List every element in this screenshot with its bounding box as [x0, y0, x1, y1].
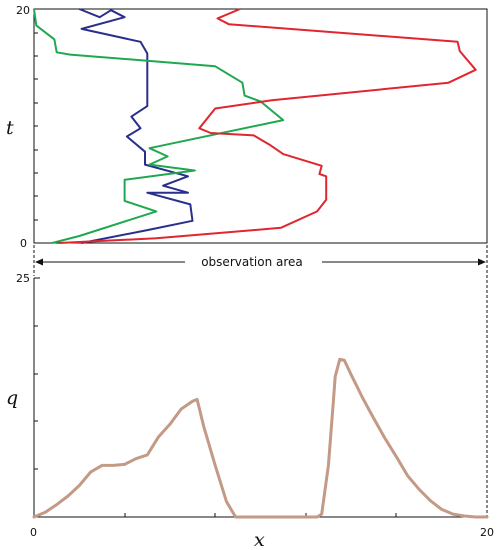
density-curve-group — [32, 357, 489, 519]
trajectory-line-2 — [33, 8, 285, 244]
density-curve — [32, 357, 489, 519]
trajectory-panel-frame — [33, 8, 488, 244]
t-tick-label-top: 20 — [16, 4, 30, 17]
t-tick-label-zero: 0 — [20, 237, 27, 250]
trajectory-line-1 — [78, 8, 194, 244]
q-axis-label: q — [6, 387, 18, 409]
x-tick-label-0: 0 — [30, 526, 37, 539]
x-tick-label-20: 20 — [480, 526, 494, 539]
q-tick-label-25: 25 — [16, 272, 30, 285]
density-panel: q 25 0 20 x — [6, 272, 494, 550]
observation-area-indicator: observation area — [33, 245, 488, 520]
trajectory-panel: t 20 0 — [6, 4, 488, 250]
t-axis-label: t — [6, 117, 14, 139]
x-axis-label: x — [254, 529, 265, 550]
observation-area-label: observation area — [201, 255, 303, 269]
trajectory-line-3 — [58, 8, 477, 244]
observation-arrow-right-head — [478, 258, 486, 266]
observation-arrow-left-head — [35, 258, 43, 266]
trajectory-lines — [33, 8, 477, 244]
